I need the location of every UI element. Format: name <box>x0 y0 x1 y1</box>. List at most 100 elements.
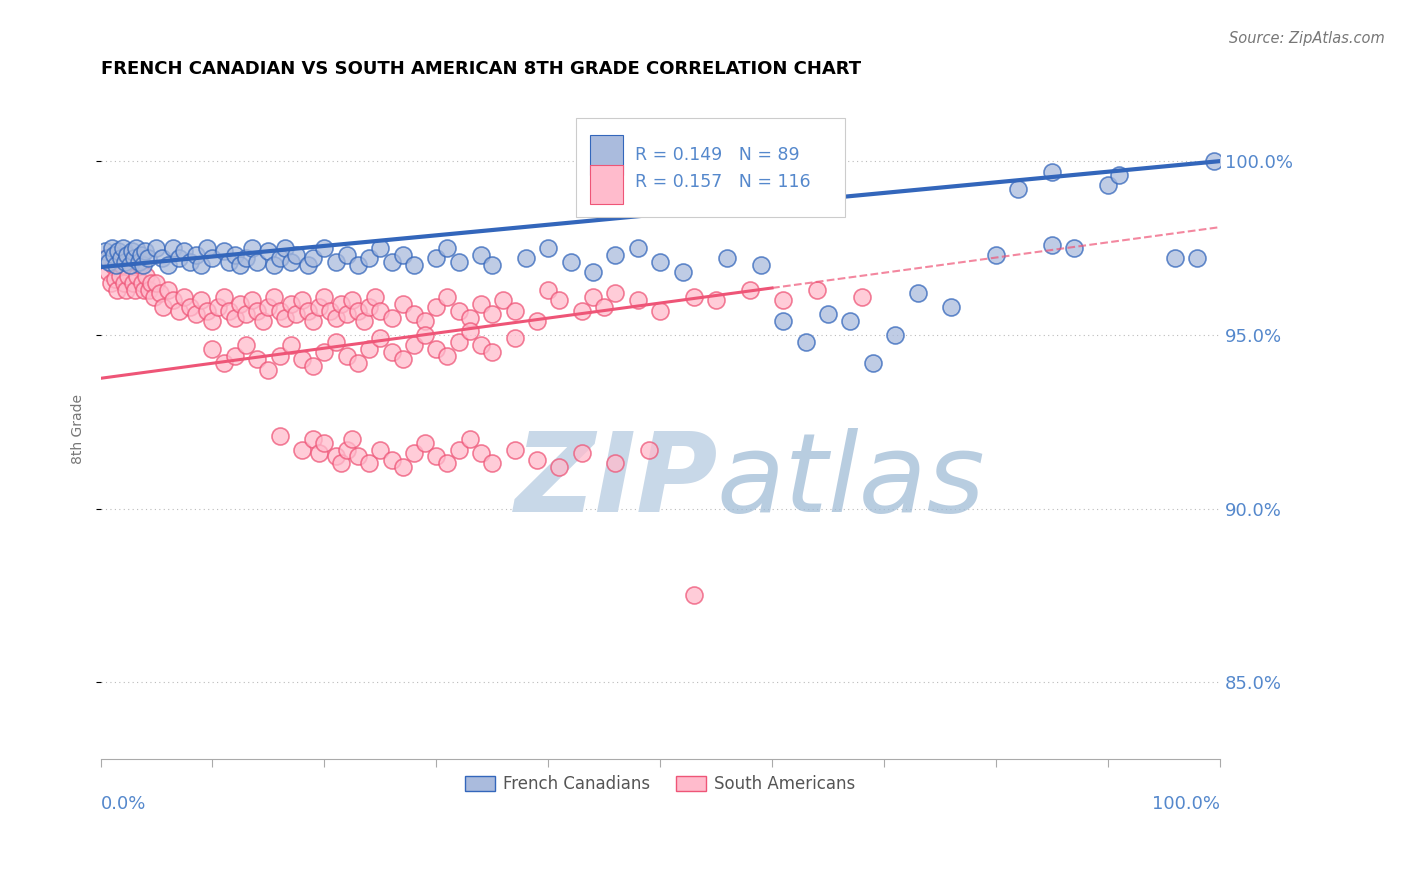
Legend: French Canadians, South Americans: French Canadians, South Americans <box>458 769 862 800</box>
Point <box>218 303 240 318</box>
Y-axis label: 8th Grade: 8th Grade <box>72 393 86 464</box>
Point <box>402 307 425 321</box>
Point <box>97 265 120 279</box>
Point <box>436 457 458 471</box>
Point <box>749 259 772 273</box>
Point <box>470 248 492 262</box>
Point <box>138 283 160 297</box>
Point <box>131 276 153 290</box>
Point <box>571 446 593 460</box>
Point <box>1204 154 1226 169</box>
Point <box>436 290 458 304</box>
Point <box>314 241 336 255</box>
Point <box>314 435 336 450</box>
Point <box>302 252 325 266</box>
Point <box>173 290 195 304</box>
Point <box>353 314 375 328</box>
Point <box>391 352 413 367</box>
Point <box>115 283 138 297</box>
Point <box>104 272 127 286</box>
Point <box>391 248 413 262</box>
Point <box>246 352 269 367</box>
Point <box>470 338 492 352</box>
Point <box>96 252 118 266</box>
Point <box>117 268 139 283</box>
Point <box>150 252 173 266</box>
Point <box>263 290 285 304</box>
Point <box>605 457 627 471</box>
Point <box>503 442 526 457</box>
Point <box>515 252 537 266</box>
Point <box>347 450 370 464</box>
Point <box>235 252 257 266</box>
Point <box>167 303 190 318</box>
Point <box>336 442 359 457</box>
Point <box>638 442 661 457</box>
Point <box>330 457 353 471</box>
Point <box>257 300 280 314</box>
Point <box>132 259 155 273</box>
Point <box>156 283 179 297</box>
Point <box>984 248 1007 262</box>
Point <box>280 338 302 352</box>
Point <box>274 310 297 325</box>
Point <box>173 244 195 259</box>
Text: atlas: atlas <box>716 428 984 535</box>
Point <box>314 290 336 304</box>
Point <box>121 244 143 259</box>
Point <box>212 356 235 370</box>
Point <box>280 255 302 269</box>
Point <box>1164 252 1187 266</box>
Point <box>359 300 381 314</box>
Point <box>285 248 308 262</box>
Point <box>413 435 436 450</box>
Point <box>368 303 391 318</box>
Point <box>120 259 142 273</box>
Point <box>263 259 285 273</box>
Point <box>156 259 179 273</box>
Point <box>342 293 364 307</box>
Point <box>380 310 402 325</box>
Point <box>128 255 150 269</box>
Point <box>380 453 402 467</box>
Point <box>413 327 436 342</box>
Point <box>190 293 212 307</box>
Point <box>129 248 152 262</box>
Point <box>650 303 672 318</box>
Point <box>212 244 235 259</box>
Point <box>314 345 336 359</box>
Point <box>548 459 571 474</box>
Point <box>492 293 515 307</box>
Point <box>359 457 381 471</box>
Point <box>94 244 117 259</box>
Point <box>94 252 117 266</box>
Point <box>772 314 794 328</box>
Point <box>100 276 122 290</box>
Text: 100.0%: 100.0% <box>1152 795 1220 814</box>
Point <box>269 252 291 266</box>
Point <box>285 307 308 321</box>
Point <box>308 300 330 314</box>
Point <box>101 259 124 273</box>
Point <box>134 244 156 259</box>
Point <box>224 349 246 363</box>
Point <box>884 327 907 342</box>
Point <box>235 338 257 352</box>
Point <box>359 252 381 266</box>
Point <box>380 345 402 359</box>
Point <box>851 290 873 304</box>
Point <box>325 334 347 349</box>
Point <box>224 248 246 262</box>
Point <box>149 286 172 301</box>
Point <box>105 283 128 297</box>
Point <box>1040 164 1063 178</box>
Point <box>110 252 132 266</box>
Point <box>1108 168 1130 182</box>
Point <box>162 293 184 307</box>
Point <box>794 334 817 349</box>
Point <box>481 345 503 359</box>
Point <box>201 252 224 266</box>
Point <box>179 255 201 269</box>
Point <box>297 259 319 273</box>
Text: R = 0.157   N = 116: R = 0.157 N = 116 <box>636 173 811 192</box>
